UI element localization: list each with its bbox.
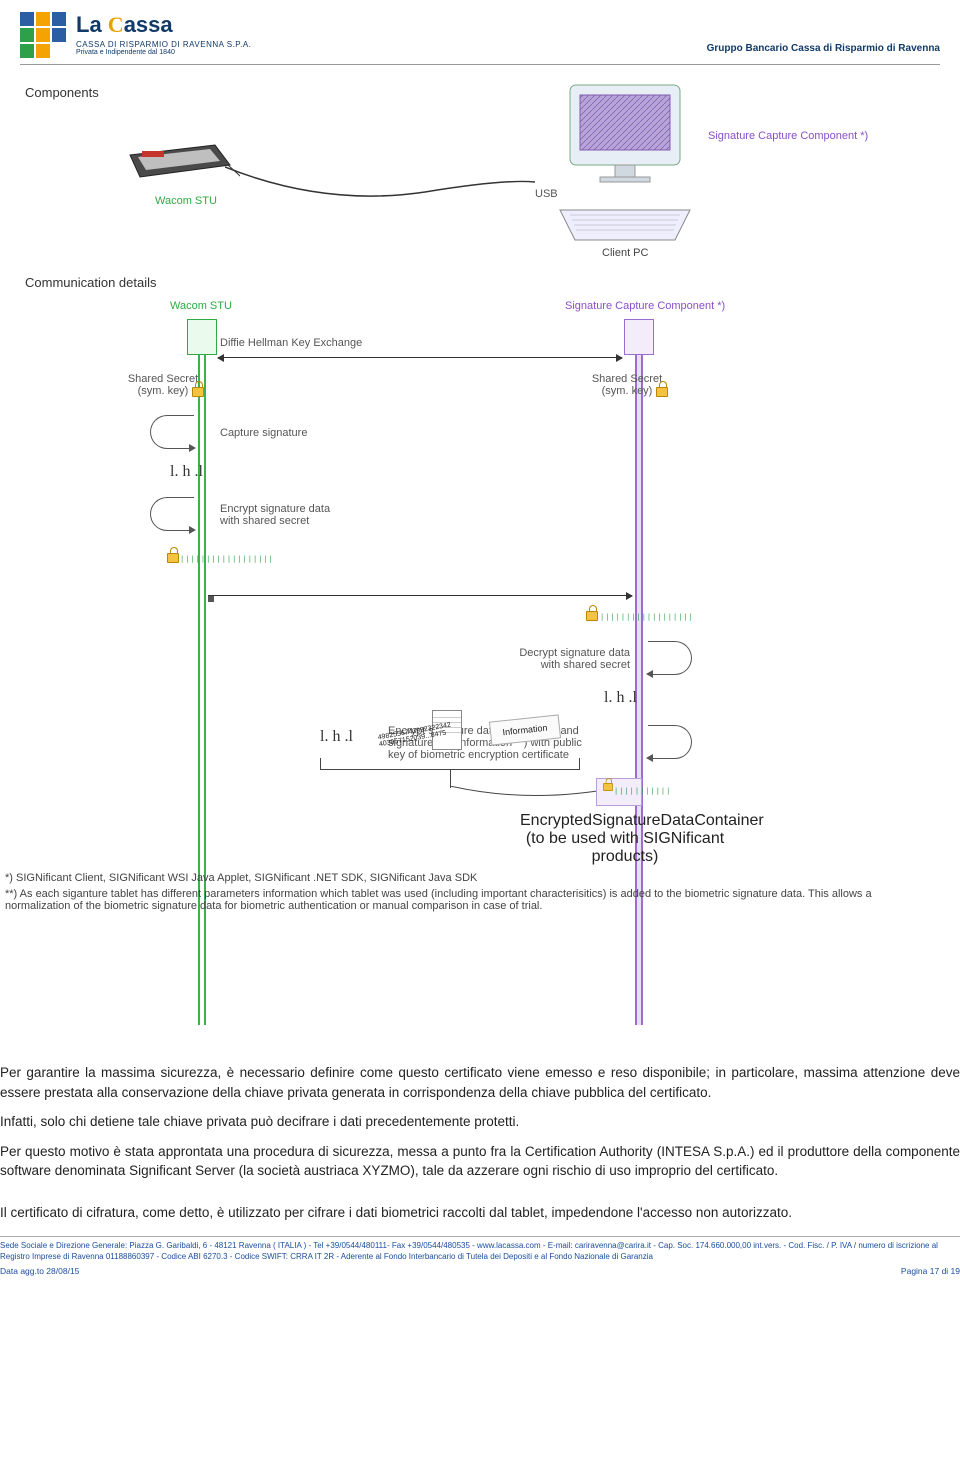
paragraph-4: Il certificato di cifratura, come detto,… bbox=[0, 1203, 960, 1223]
logo-block: La Cassa CASSA DI RISPARMIO DI RAVENNA S… bbox=[20, 12, 251, 58]
diffie-hellman-label: Diffie Hellman Key Exchange bbox=[220, 337, 362, 349]
components-title: Components bbox=[25, 85, 99, 100]
wacom-label-2: Wacom STU bbox=[170, 300, 232, 312]
wacom-label: Wacom STU bbox=[155, 195, 217, 207]
decrypt-label: Decrypt signature data with shared secre… bbox=[500, 647, 630, 671]
paragraph-3: Per questo motivo è stata approntata una… bbox=[0, 1142, 960, 1181]
usb-cable-icon bbox=[225, 157, 545, 207]
loop-arrow bbox=[150, 415, 194, 449]
loop-arrow bbox=[150, 497, 194, 531]
client-pc-label: Client PC bbox=[602, 247, 648, 259]
lock-icon bbox=[656, 387, 668, 397]
capture-sig-label: Capture signature bbox=[220, 427, 307, 439]
lock-icon bbox=[192, 387, 204, 397]
diffie-arrow bbox=[218, 357, 622, 358]
sig-component-label-2: Signature Capture Component *) bbox=[565, 300, 725, 312]
paragraph-2: Infatti, solo chi detiene tale chiave pr… bbox=[0, 1112, 960, 1132]
group-name: Gruppo Bancario Cassa di Risparmio di Ra… bbox=[707, 43, 940, 58]
footer-legal: Sede Sociale e Direzione Generale: Piazz… bbox=[0, 1241, 960, 1263]
company-tagline: Privata e Indipendente dal 1840 bbox=[76, 49, 251, 56]
encrypt-shared-label: Encrypt signature data with shared secre… bbox=[220, 503, 330, 527]
encrypted-data-icon: ||||||||||| bbox=[614, 787, 671, 795]
company-full-name: CASSA DI RISPARMIO DI RAVENNA S.P.A. bbox=[76, 40, 251, 49]
encrypted-data-icon: |||||||||||||||||| bbox=[180, 555, 274, 563]
page-header: La Cassa CASSA DI RISPARMIO DI RAVENNA S… bbox=[20, 12, 940, 65]
logo-icon bbox=[20, 12, 66, 58]
transfer-arrow bbox=[208, 595, 632, 596]
footer-page-number: Pagina 17 di 19 bbox=[901, 1266, 960, 1277]
encrypted-data-icon: |||||||||||||||||| bbox=[600, 613, 694, 621]
paragraph-1: Per garantire la massima sicurezza, è ne… bbox=[0, 1063, 960, 1102]
lifeline-head-left bbox=[187, 319, 217, 355]
body-content: Per garantire la massima sicurezza, è ne… bbox=[0, 1063, 960, 1222]
loop-arrow bbox=[648, 641, 692, 675]
footer-date: Data agg.to 28/08/15 bbox=[0, 1266, 79, 1277]
signature-icon: l. h .l bbox=[170, 463, 203, 481]
bracket-icon bbox=[320, 758, 580, 770]
comm-details-title: Communication details bbox=[25, 275, 157, 290]
lock-icon bbox=[167, 553, 179, 563]
lock-icon bbox=[603, 783, 613, 791]
page-footer: Sede Sociale e Direzione Generale: Piazz… bbox=[0, 1236, 960, 1277]
container-label: EncryptedSignatureDataContainer (to be u… bbox=[520, 812, 730, 866]
footnote-2: **) As each siganture tablet has differe… bbox=[5, 888, 905, 912]
footnote-1: *) SIGNificant Client, SIGNificant WSI J… bbox=[5, 872, 905, 884]
monitor-icon bbox=[550, 80, 700, 245]
signature-icon: l. h .l bbox=[320, 728, 353, 746]
brand-name: La Cassa bbox=[76, 12, 251, 38]
lock-icon bbox=[586, 611, 598, 621]
lifeline-wacom bbox=[198, 355, 206, 1025]
signature-icon: l. h .l bbox=[604, 689, 637, 707]
arrow-to-container bbox=[450, 786, 620, 806]
tablet-icon bbox=[120, 115, 240, 185]
loop-arrow bbox=[648, 725, 692, 759]
lifeline-head-right bbox=[624, 319, 654, 355]
sig-component-label: Signature Capture Component *) bbox=[708, 130, 868, 142]
